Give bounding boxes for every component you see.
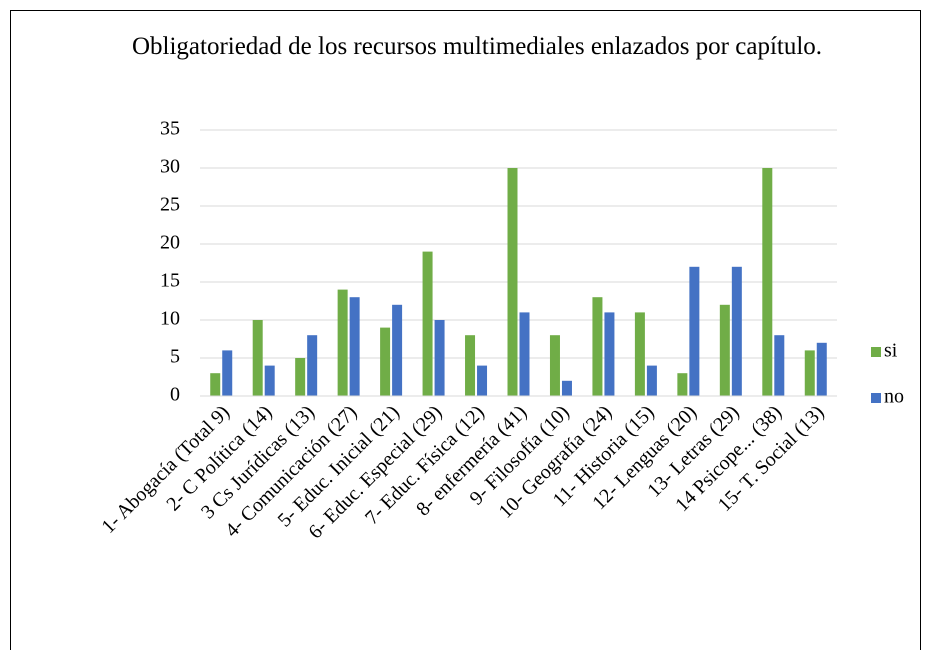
bar	[561, 380, 572, 396]
bar	[295, 358, 306, 396]
legend-swatch	[871, 393, 881, 403]
bar	[634, 312, 645, 396]
bar	[465, 335, 476, 396]
bar	[210, 373, 221, 396]
bar	[222, 350, 233, 396]
y-tick-label: 10	[160, 308, 180, 330]
y-tick-label: 30	[160, 156, 180, 178]
y-tick-label: 20	[160, 232, 180, 254]
bar	[816, 342, 827, 396]
bar	[307, 335, 318, 396]
bar	[252, 320, 263, 396]
legend-label: si	[884, 340, 898, 362]
bar	[477, 365, 488, 396]
y-tick-label: 25	[160, 194, 180, 216]
bar	[349, 297, 360, 396]
bar	[519, 312, 530, 396]
legend-label: no	[884, 386, 904, 408]
bar	[804, 350, 815, 396]
y-tick-label: 35	[160, 118, 180, 140]
bar	[264, 365, 275, 396]
bar	[549, 335, 560, 396]
bar	[507, 168, 518, 396]
bar	[592, 297, 603, 396]
legend-swatch	[871, 347, 881, 357]
y-tick-label: 5	[170, 346, 180, 368]
bar	[719, 304, 730, 396]
bar	[380, 327, 391, 396]
bar	[604, 312, 615, 396]
bar	[646, 365, 657, 396]
bar	[731, 266, 742, 396]
chart-border	[10, 10, 921, 650]
y-tick-label: 15	[160, 270, 180, 292]
chart-title: Obligatoriedad de los recursos multimedi…	[131, 33, 823, 60]
bar	[337, 289, 348, 396]
bar	[434, 320, 445, 396]
bar	[774, 335, 785, 396]
bar	[392, 304, 403, 396]
bar	[677, 373, 688, 396]
bar	[762, 168, 773, 396]
bar	[689, 266, 700, 396]
bar	[422, 251, 433, 396]
y-tick-label: 0	[170, 384, 180, 406]
